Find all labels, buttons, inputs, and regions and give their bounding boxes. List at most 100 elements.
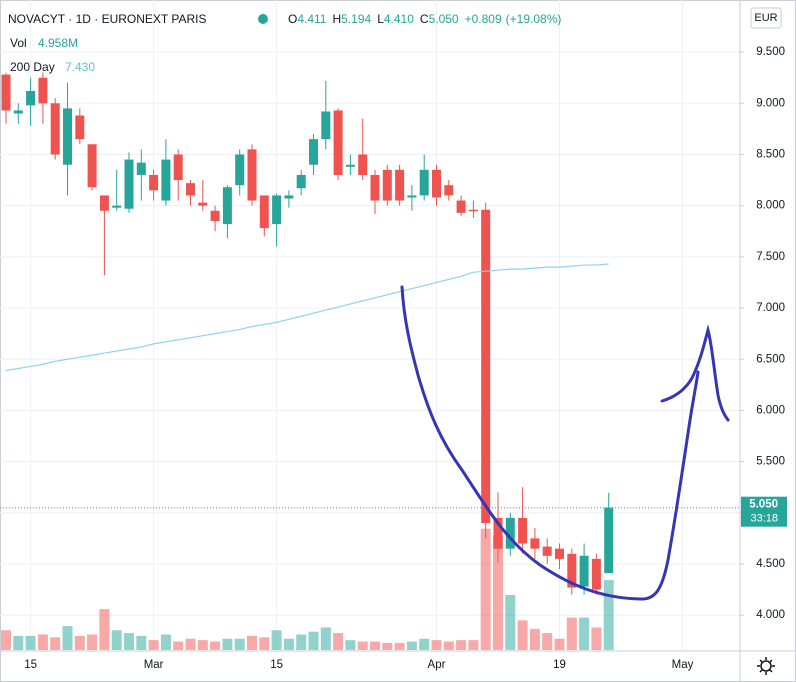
- candle-body: [75, 115, 85, 140]
- volume-bar: [160, 634, 171, 650]
- ohlc-prefix: H: [332, 12, 341, 26]
- volume-pane: [1, 528, 614, 650]
- y-tick-label: 9.500: [756, 46, 785, 58]
- volume-bar: [222, 638, 233, 650]
- y-tick-label: 8.500: [756, 149, 785, 161]
- volume-bar: [370, 641, 380, 650]
- x-tick-label: 15: [24, 659, 37, 671]
- currency-button[interactable]: [750, 7, 782, 29]
- ohlc-value: 4.410: [384, 12, 414, 26]
- candle-body: [38, 77, 48, 104]
- candle-body: [345, 164, 355, 167]
- hand-drawn-curve: [400, 285, 700, 601]
- volume-bar: [443, 641, 454, 650]
- candle-body: [591, 558, 601, 590]
- volume-bar: [320, 627, 331, 650]
- volume-bar: [37, 634, 48, 650]
- volume-bar: [74, 635, 85, 650]
- volume-bar: [591, 627, 602, 650]
- candle-body: [518, 517, 528, 544]
- ohlc-prefix: C: [420, 12, 429, 26]
- candle-body: [259, 195, 269, 229]
- countdown: 33:18: [750, 513, 778, 525]
- candle-body: [13, 110, 23, 114]
- candle-body: [530, 538, 540, 549]
- volume-bar: [99, 609, 110, 650]
- ohlc-value: 5.194: [341, 12, 371, 26]
- volume-bar: [234, 638, 245, 650]
- y-tick-label: 6.500: [756, 353, 785, 365]
- volume-bar: [87, 634, 98, 650]
- volume-bar: [1, 630, 11, 650]
- candle-body: [63, 108, 72, 165]
- candle-body: [579, 555, 589, 587]
- candle-body: [149, 174, 159, 191]
- volume-bar: [579, 617, 590, 650]
- volume-bar: [124, 633, 134, 650]
- candle-body: [370, 174, 380, 201]
- volume-bar: [542, 633, 553, 650]
- volume-bar: [566, 617, 577, 650]
- candle-body: [124, 159, 134, 209]
- x-tick-label: May: [672, 659, 694, 671]
- ohlc-prefix: O: [288, 12, 297, 26]
- volume-legend-name: Vol: [10, 36, 27, 50]
- currency[interactable]: EUR: [754, 12, 777, 24]
- candle-body: [604, 507, 614, 574]
- candle-body: [87, 144, 97, 188]
- ma-legend-value: 7.430: [65, 60, 95, 74]
- volume-bar: [197, 640, 208, 650]
- volume-bar: [50, 637, 61, 650]
- volume-bar: [62, 626, 73, 650]
- settings-icon[interactable]: [757, 657, 775, 675]
- last-price-label: 5.050: [749, 499, 778, 511]
- candle-body: [186, 183, 195, 196]
- candle-body: [382, 169, 392, 201]
- candle-body: [493, 517, 503, 549]
- candle-body: [456, 200, 466, 213]
- x-tick-label: Apr: [428, 659, 446, 671]
- legend: NOVACYT · 1D · EURONEXT PARIS O4.411 H5.1…: [8, 12, 561, 74]
- candle-body: [50, 103, 60, 155]
- candle-body: [1, 74, 11, 111]
- volume-bar: [431, 640, 442, 650]
- volume-bar: [419, 638, 430, 650]
- settings-gear[interactable]: [760, 660, 772, 672]
- ohlc-legend: O4.411 H5.194 L4.410 C5.050 +0.809 (+19.08%): [288, 12, 561, 26]
- x-tick-label: 15: [270, 659, 283, 671]
- volume-bar: [406, 641, 417, 650]
- volume-bar: [13, 635, 24, 650]
- candle-body: [395, 169, 405, 201]
- y-tick-label: 7.500: [756, 251, 785, 263]
- candle-body: [468, 209, 478, 212]
- candle-body: [136, 162, 146, 175]
- x-tick-label: Mar: [144, 659, 164, 671]
- volume-bar: [345, 640, 356, 650]
- y-tick-label: 7.000: [756, 302, 785, 314]
- candle-body: [333, 110, 343, 175]
- settings-teeth[interactable]: [757, 657, 775, 675]
- ohlc-value: 5.050: [429, 12, 459, 26]
- ma-legend-name: 200 Day: [10, 60, 55, 74]
- ohlc-prefix: L: [377, 12, 384, 26]
- candle-body: [444, 185, 454, 196]
- chart-title: NOVACYT · 1D · EURONEXT PARIS: [8, 12, 206, 26]
- candle-body: [235, 154, 245, 186]
- grid: [0, 0, 740, 650]
- volume-bar: [603, 580, 614, 650]
- volume-bar: [468, 640, 479, 650]
- volume-bar: [259, 637, 270, 650]
- hand-drawn-arrow: [660, 324, 730, 422]
- candle-body: [432, 169, 441, 198]
- y-tick-label: 8.000: [756, 200, 785, 212]
- volume-bar: [111, 630, 122, 650]
- volume-bar: [25, 635, 36, 650]
- candle-body: [296, 174, 306, 189]
- volume-bar: [271, 630, 282, 650]
- ohlc-value: 4.411: [297, 12, 326, 26]
- volume-bar: [136, 635, 147, 650]
- volume-bar: [554, 638, 565, 650]
- volume-bar: [382, 642, 393, 650]
